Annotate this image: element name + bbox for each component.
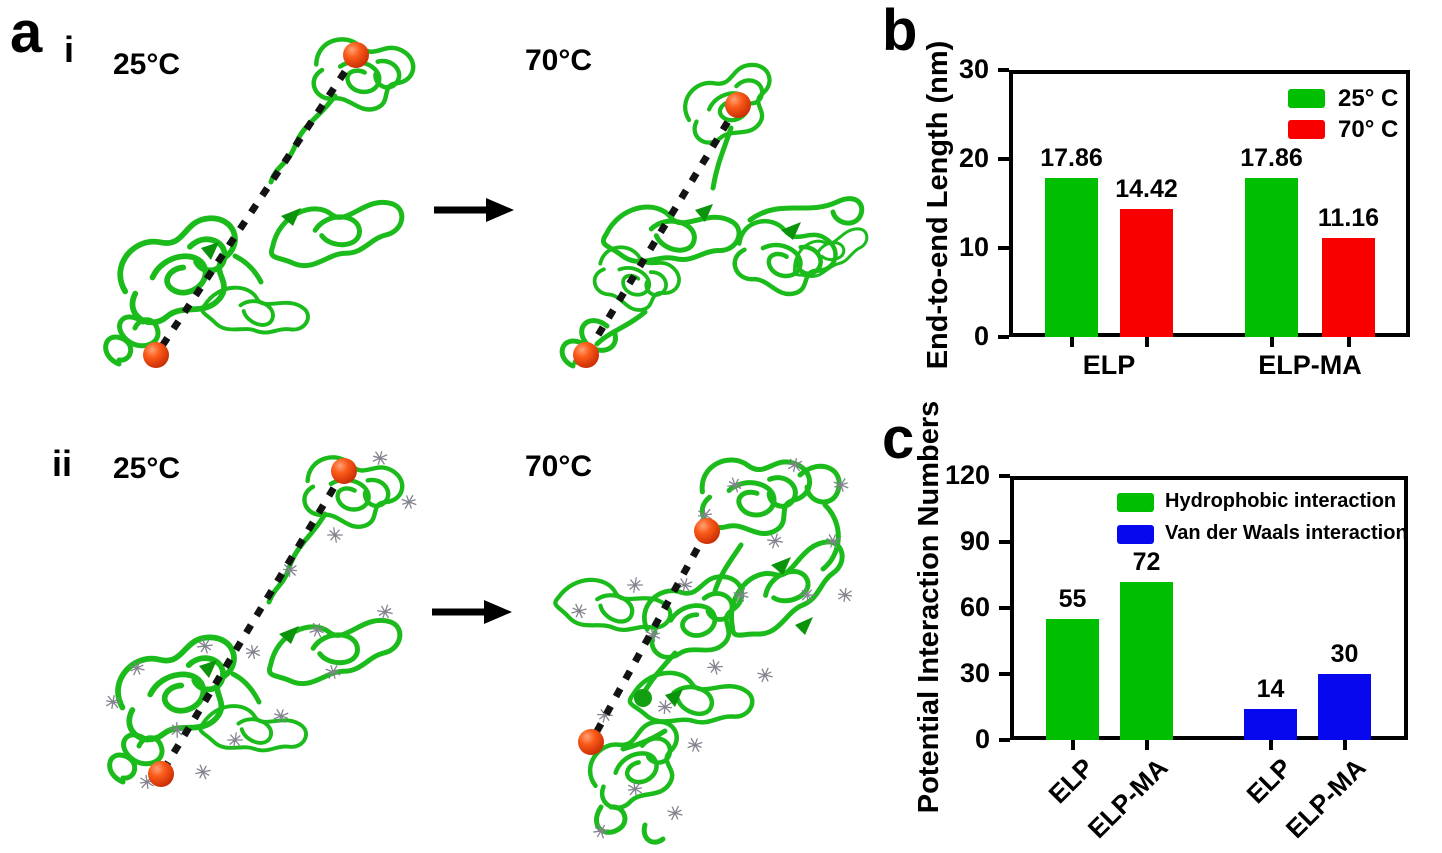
bar-value-label: 17.86 <box>1240 144 1303 173</box>
temp-label-ii-70c: 70°C <box>525 450 593 483</box>
x-category-label: ELP <box>1240 752 1298 810</box>
bar-value-label: 72 <box>1132 547 1161 576</box>
terminal-bead-icon <box>725 92 751 118</box>
terminal-bead-icon <box>143 342 169 368</box>
y-tick-label: 30 <box>958 54 989 84</box>
transition-arrow-icon <box>434 198 514 222</box>
bar <box>1120 581 1173 740</box>
y-tick-label: 30 <box>959 658 990 688</box>
end-to-end-dashed-line <box>587 529 711 744</box>
bar-value-label: 30 <box>1330 640 1359 668</box>
y-tick-mark <box>998 246 1009 250</box>
panel-a-sub-ii-label: ii <box>52 443 73 484</box>
legend-label: 25° C <box>1338 85 1399 112</box>
elp-ma-70c-structure-render <box>545 445 880 845</box>
legend-label: Van der Waals interaction <box>1165 522 1408 544</box>
x-category-label: ELP-MA <box>1279 752 1372 844</box>
legend-swatch <box>1288 120 1325 139</box>
legend-swatch <box>1117 525 1154 544</box>
elp-70c-structure-render <box>559 60 876 369</box>
end-to-end-dashed-line <box>583 103 741 357</box>
y-tick-mark <box>998 68 1009 72</box>
panel-b-label: b <box>882 0 918 63</box>
y-tick-label: 60 <box>959 592 990 622</box>
panel-a-sub-i-label: i <box>64 29 75 70</box>
plot-frame <box>1010 476 1408 740</box>
y-tick-mark <box>999 474 1010 478</box>
terminal-bead-icon <box>578 729 604 755</box>
temp-label-ii-25c: 25°C <box>113 452 181 485</box>
y-axis-title: Potential Interaction Numbers <box>913 400 946 814</box>
bar-value-label: 11.16 <box>1317 203 1380 232</box>
x-tick-mark <box>1144 337 1149 347</box>
panel-c-label: c <box>882 406 915 471</box>
y-tick-mark <box>999 672 1010 676</box>
bar <box>1245 178 1298 337</box>
bar <box>1318 674 1371 740</box>
end-to-end-dashed-line <box>153 53 359 357</box>
plot-frame <box>1009 70 1410 337</box>
x-tick-mark <box>1269 337 1274 347</box>
y-tick-mark <box>999 606 1010 610</box>
protein-ribbon-tangle <box>107 444 407 785</box>
panel-a-label: a <box>10 0 43 65</box>
transition-arrow-icon <box>432 600 512 624</box>
bar <box>1045 178 1098 337</box>
y-tick-mark <box>999 738 1010 742</box>
temp-label-i-25c: 25°C <box>113 48 181 81</box>
bar-value-label: 55 <box>1058 585 1087 613</box>
elp-ma-25c-structure-render <box>104 440 419 791</box>
x-tick-mark <box>1144 740 1149 750</box>
terminal-bead-icon <box>694 518 720 544</box>
y-tick-mark <box>998 157 1009 161</box>
bar-value-label: 17.86 <box>1040 144 1103 173</box>
elp-25c-structure-render <box>103 20 425 368</box>
y-tick-mark <box>999 540 1010 544</box>
terminal-bead-icon <box>148 761 174 787</box>
y-tick-label: 90 <box>959 526 990 556</box>
y-tick-label: 0 <box>974 724 990 754</box>
x-category-label: ELP <box>1082 350 1136 380</box>
bar <box>1120 208 1173 337</box>
bar <box>1244 709 1297 740</box>
bar <box>1322 237 1375 337</box>
legend-label: 70° C <box>1338 116 1399 143</box>
legend-label: Hydrophobic interaction <box>1165 490 1397 512</box>
y-tick-label: 0 <box>973 321 989 351</box>
x-tick-mark <box>1346 337 1351 347</box>
terminal-bead-icon <box>573 342 599 368</box>
x-category-label: ELP-MA <box>1081 752 1174 844</box>
x-category-label: ELP <box>1042 752 1100 810</box>
x-category-label: ELP-MA <box>1258 350 1362 380</box>
y-tick-label: 120 <box>944 460 990 490</box>
legend-swatch <box>1117 493 1154 512</box>
terminal-bead-icon <box>343 42 369 68</box>
bar <box>1046 619 1099 740</box>
temp-label-i-70c: 70°C <box>525 44 593 77</box>
y-tick-label: 10 <box>958 232 989 262</box>
y-tick-mark <box>998 335 1009 339</box>
bar-value-label: 14.42 <box>1115 174 1178 203</box>
bar-value-label: 14 <box>1256 675 1285 704</box>
x-tick-mark <box>1268 740 1273 750</box>
legend-swatch <box>1288 89 1325 108</box>
x-tick-mark <box>1070 740 1075 750</box>
terminal-bead-icon <box>331 458 357 484</box>
y-tick-label: 20 <box>958 143 989 173</box>
x-tick-mark <box>1069 337 1074 347</box>
x-tick-mark <box>1342 740 1347 750</box>
